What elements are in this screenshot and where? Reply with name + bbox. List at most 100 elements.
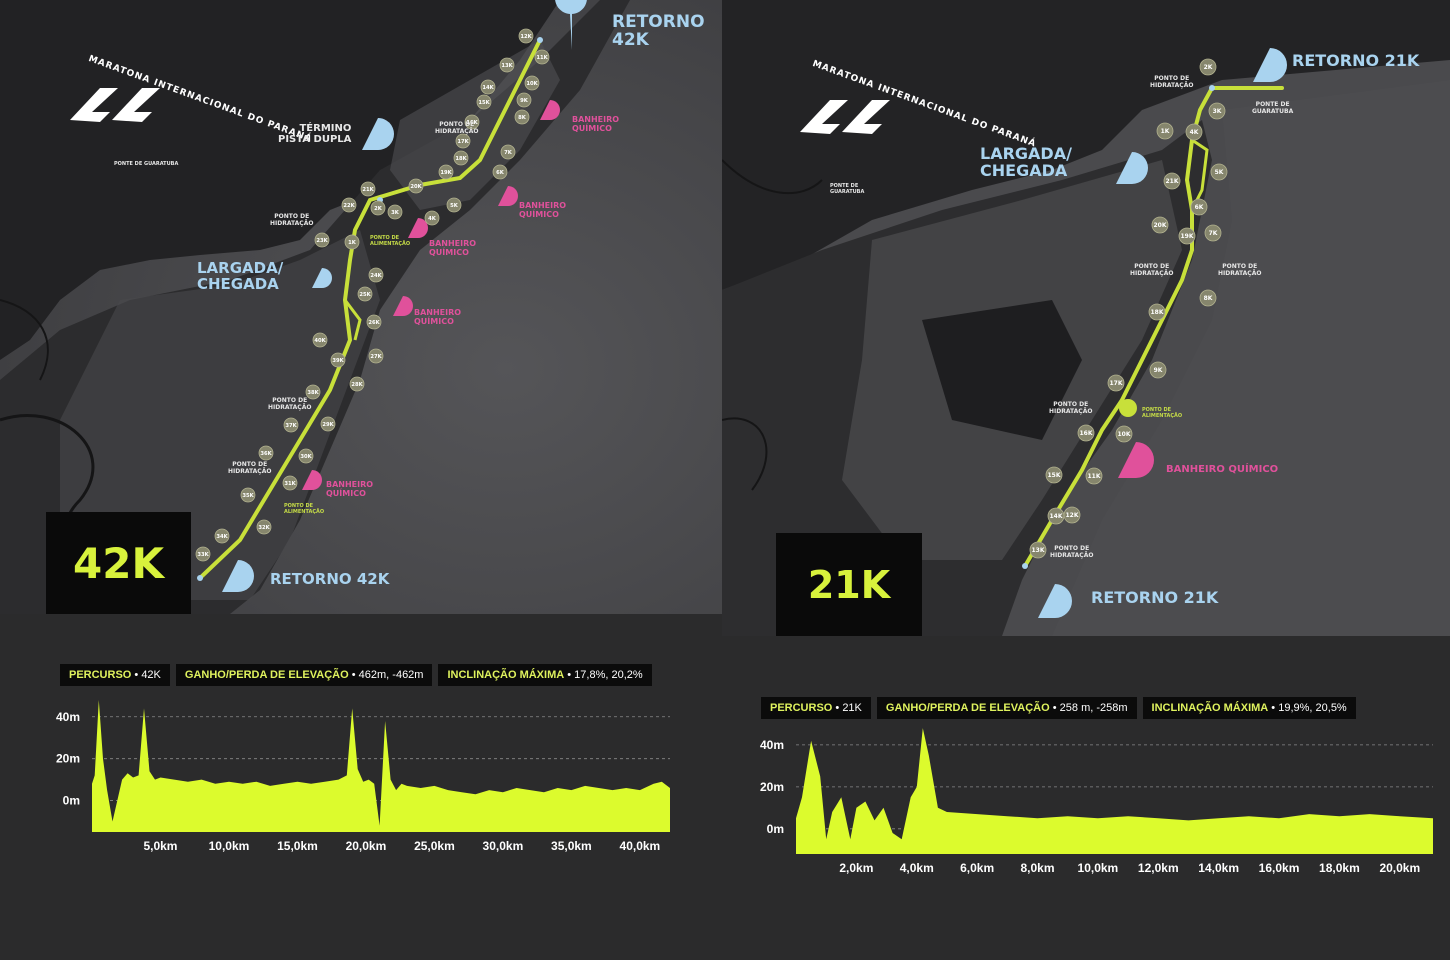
km-marker: 2K <box>370 200 386 216</box>
km-marker-label: 22K <box>343 203 355 209</box>
km-marker: 13K <box>1029 541 1047 559</box>
stat-ganho-21k: GANHO/PERDA DE ELEVAÇÃO • 258 m, -258m <box>876 697 1137 719</box>
hidratacao-label: PONTO DE HIDRATAÇÃO <box>1130 263 1174 277</box>
km-marker-label: 8K <box>1204 295 1213 302</box>
km-marker-label: 15K <box>1048 472 1061 479</box>
km-marker: 20K <box>408 178 424 194</box>
km-marker: 12K <box>518 28 534 44</box>
x-tick-label: 35,0km <box>551 839 592 853</box>
km-marker-label: 18K <box>455 156 467 162</box>
km-marker-label: 26K <box>368 320 380 326</box>
km-marker-label: 21K <box>1166 178 1179 185</box>
y-tick-label: 40m <box>760 738 784 752</box>
km-marker-label: 13K <box>1032 547 1045 554</box>
km-marker: 18K <box>453 150 469 166</box>
km-marker-label: 17K <box>1110 380 1123 387</box>
x-tick-label: 14,0km <box>1198 861 1239 875</box>
km-marker: 34K <box>214 528 230 544</box>
hidratacao-label: PONTO DE HIDRATAÇÃO <box>1050 545 1094 559</box>
km-marker-label: 32K <box>258 525 270 531</box>
hidratacao-label: PONTO DE HIDRATAÇÃO <box>1049 401 1093 415</box>
label-termino: TÉRMINO PISTA DUPLA <box>278 123 352 145</box>
km-marker: 6K <box>492 164 508 180</box>
km-marker: 18K <box>1148 303 1166 321</box>
x-tick-label: 10,0km <box>209 839 250 853</box>
km-marker-label: 2K <box>1204 64 1213 71</box>
km-marker: 9K <box>1149 361 1167 379</box>
km-marker: 15K <box>476 94 492 110</box>
km-marker-label: 23K <box>316 238 328 244</box>
km-marker-label: 14K <box>482 85 494 91</box>
banheiro-drop <box>540 100 560 120</box>
km-marker-label: 20K <box>1154 222 1167 229</box>
km-marker: 22K <box>341 197 357 213</box>
km-marker: 13K <box>499 57 515 73</box>
pin-termino <box>362 118 394 150</box>
km-marker: 10K <box>524 75 540 91</box>
x-tick-label: 2,0km <box>839 861 873 875</box>
km-marker-label: 19K <box>440 170 452 176</box>
km-marker-label: 39K <box>332 358 344 364</box>
km-marker-label: 3K <box>1213 108 1222 115</box>
distance-badge-21k: 21K <box>776 533 922 636</box>
km-marker-label: 6K <box>1195 204 1204 211</box>
y-tick-label: 0m <box>767 822 784 836</box>
pin-retorno-top <box>555 0 587 50</box>
km-marker-label: 1K <box>348 240 357 246</box>
km-marker-label: 33K <box>197 552 209 558</box>
map-21k[interactable]: 1K 2K 3K 4K 5K 6K 7K 8K 9K 10K 11K 12K 13K 14K 15K 16K 1… <box>722 0 1450 636</box>
stat-ganho-42k: GANHO/PERDA DE ELEVAÇÃO • 462m, -462m <box>175 664 433 686</box>
km-marker-label: 12K <box>520 34 532 40</box>
logo-subtext-21k: PONTE DE GUARATUBA <box>830 183 865 195</box>
banheiro-label: BANHEIRO QUÍMICO <box>429 239 477 257</box>
alimentacao-icon <box>1119 399 1137 417</box>
km-marker: 35K <box>240 487 256 503</box>
hidratacao-label: PONTO DE HIDRATAÇÃO <box>268 397 312 411</box>
km-marker: 31K <box>282 475 298 491</box>
km-marker: 30K <box>298 448 314 464</box>
alimentacao-label: PONTO DE ALIMENTAÇÃO <box>284 503 325 515</box>
km-marker: 12K <box>1063 506 1081 524</box>
x-tick-label: 4,0km <box>900 861 934 875</box>
x-tick-label: 18,0km <box>1319 861 1360 875</box>
km-marker-label: 11K <box>1088 473 1101 480</box>
km-marker-label: 34K <box>216 534 228 540</box>
x-tick-label: 5,0km <box>143 839 177 853</box>
km-marker-label: 7K <box>1209 230 1218 237</box>
km-marker: 11K <box>1085 467 1103 485</box>
land-mainland <box>0 0 560 360</box>
km-marker-label: 17K <box>457 139 469 145</box>
km-marker: 7K <box>500 144 516 160</box>
y-tick-label: 20m <box>760 780 784 794</box>
banheiro-drop <box>393 296 413 316</box>
y-tick-label: 40m <box>56 710 80 724</box>
map-42k[interactable]: 1K 2K 3K 4K 5K 6K 7K 8K 9K 10K 11K 12K 13K 14K 15K 16K 1… <box>0 0 722 614</box>
km-marker-label: 5K <box>1215 169 1224 176</box>
km-marker: 5K <box>1210 163 1228 181</box>
km-marker: 20K <box>1151 216 1169 234</box>
elevation-area <box>796 728 1433 854</box>
km-marker-label: 14K <box>1050 513 1063 520</box>
stat-inclinacao-21k: INCLINAÇÃO MÁXIMA • 19,9%, 20,5% <box>1142 697 1356 719</box>
km-marker: 11K <box>534 49 550 65</box>
km-marker-label: 37K <box>285 423 297 429</box>
km-marker: 8K <box>1199 289 1217 307</box>
label-retorno-top-42k: RETORNO 42K <box>612 12 705 50</box>
km-marker-label: 25K <box>359 292 371 298</box>
alimentacao-label: PONTO DE ALIMENTAÇÃO <box>370 235 411 247</box>
km-marker-label: 24K <box>370 273 382 279</box>
km-marker-label: 20K <box>410 184 422 190</box>
km-marker: 32K <box>256 519 272 535</box>
elevation-chart-42k-svg: 40m 20m 0m 5,0km 10,0km 15,0km 20,0km 25,0km 30,… <box>56 700 670 853</box>
dark-forest <box>922 300 1082 440</box>
km-marker-label: 4K <box>1190 129 1199 136</box>
km-marker-label: 9K <box>1154 367 1163 374</box>
route-42k <box>198 38 542 580</box>
km-marker-label: 5K <box>450 203 459 209</box>
km-marker-label: 3K <box>391 210 400 216</box>
km-marker: 3K <box>387 204 403 220</box>
river <box>0 299 49 381</box>
banheiro-drop <box>302 470 322 490</box>
route-21k <box>1023 86 1284 568</box>
km-marker-label: 1K <box>1161 128 1170 135</box>
